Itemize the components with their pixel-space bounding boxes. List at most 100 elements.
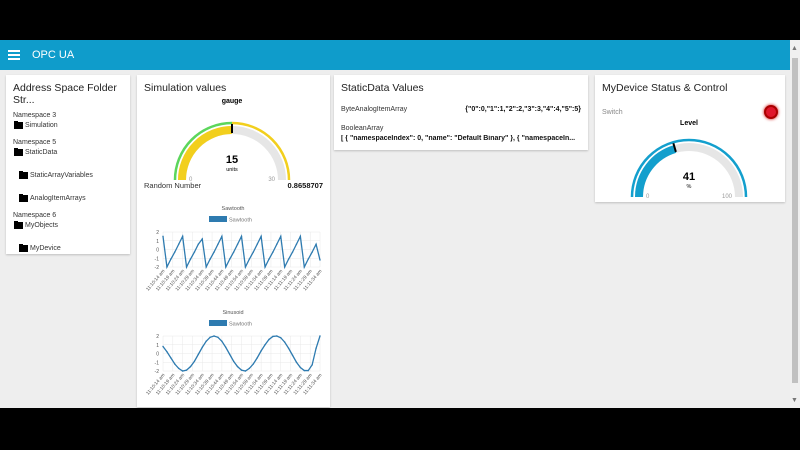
gauge-sector bbox=[173, 121, 233, 181]
card-title: Simulation values bbox=[144, 82, 227, 94]
gauge-min: 0 bbox=[189, 177, 193, 183]
legend-swatch bbox=[209, 320, 227, 326]
legend-swatch bbox=[209, 216, 227, 222]
switch-led-button[interactable] bbox=[764, 105, 778, 119]
y-tick-label: 2 bbox=[156, 334, 159, 340]
folder-item[interactable]: MyDevice bbox=[19, 243, 130, 252]
data-point bbox=[307, 369, 309, 372]
data-point bbox=[185, 369, 188, 371]
data-point bbox=[303, 369, 305, 372]
data-point bbox=[244, 266, 247, 268]
data-point bbox=[303, 266, 305, 268]
byte-array-label: ByteAnalogItemArray bbox=[341, 106, 408, 113]
data-point bbox=[229, 353, 231, 356]
scroll-down-icon[interactable]: ▼ bbox=[791, 397, 798, 404]
gauge-max: 100 bbox=[722, 194, 733, 200]
scroll-thumb[interactable] bbox=[792, 58, 798, 383]
gauge-label: Level bbox=[680, 120, 698, 127]
data-point bbox=[244, 370, 247, 372]
data-point bbox=[272, 335, 274, 338]
data-point bbox=[276, 335, 278, 337]
data-point bbox=[252, 251, 254, 253]
data-point bbox=[193, 360, 196, 363]
namespace-label: Namespace 3 bbox=[13, 112, 57, 119]
data-point bbox=[217, 336, 219, 339]
y-tick-label: -2 bbox=[155, 265, 160, 271]
folder-label: StaticArrayVariables bbox=[30, 172, 93, 179]
data-point bbox=[319, 335, 321, 337]
data-point bbox=[178, 367, 180, 370]
gauge-sector bbox=[231, 121, 291, 181]
data-point bbox=[162, 235, 164, 238]
legend-label: Sawtooth bbox=[229, 218, 252, 224]
data-point bbox=[236, 365, 239, 368]
data-point bbox=[166, 351, 168, 353]
data-point bbox=[225, 346, 227, 349]
folder-item[interactable]: AnalogItemArrays bbox=[19, 193, 130, 202]
data-point bbox=[299, 235, 302, 238]
data-point bbox=[181, 235, 184, 238]
device-card: MyDevice Status & Control Switch Level 41… bbox=[595, 75, 785, 202]
namespace-label: Namespace 5 bbox=[13, 139, 57, 146]
scroll-up-icon[interactable]: ▲ bbox=[791, 45, 798, 52]
gauge-label: gauge bbox=[222, 98, 243, 105]
data-point bbox=[319, 259, 321, 261]
y-tick-label: 1 bbox=[156, 239, 159, 245]
data-point bbox=[181, 370, 184, 372]
data-point bbox=[280, 235, 282, 238]
folder-icon bbox=[19, 243, 28, 252]
data-point bbox=[205, 340, 207, 342]
folder-item[interactable]: MyObjects bbox=[14, 220, 130, 229]
data-point bbox=[240, 235, 243, 238]
folder-label: MyObjects bbox=[25, 222, 59, 229]
data-point bbox=[264, 344, 266, 346]
data-point bbox=[291, 354, 294, 356]
data-point bbox=[256, 357, 258, 359]
data-point bbox=[232, 360, 235, 363]
folder-item[interactable]: StaticData bbox=[14, 147, 130, 156]
data-point bbox=[283, 341, 286, 343]
data-point bbox=[299, 366, 302, 369]
chart-title: Sinusoid bbox=[222, 310, 243, 316]
data-point bbox=[178, 243, 180, 245]
data-point bbox=[201, 238, 203, 240]
hamburger-menu-icon[interactable] bbox=[8, 48, 20, 62]
data-point bbox=[315, 347, 317, 349]
folder-label: MyDevice bbox=[30, 245, 61, 252]
boolean-array-label: BooleanArray bbox=[341, 125, 384, 132]
data-point bbox=[260, 235, 262, 238]
folder-item[interactable]: Simulation bbox=[14, 120, 130, 129]
data-point bbox=[283, 266, 286, 268]
static-data-card: StaticData Values ByteAnalogItemArray {"… bbox=[334, 75, 588, 150]
gauge-min: 0 bbox=[646, 194, 650, 200]
data-point bbox=[189, 365, 192, 368]
y-tick-label: -1 bbox=[155, 256, 160, 262]
data-point bbox=[205, 266, 207, 268]
gauge-value: 41 bbox=[683, 171, 695, 183]
data-point bbox=[311, 364, 313, 366]
data-point bbox=[260, 350, 262, 352]
y-tick-label: 0 bbox=[156, 248, 159, 254]
data-point bbox=[229, 258, 231, 260]
folder-icon bbox=[19, 170, 28, 179]
gauge-needle bbox=[672, 142, 677, 153]
scrollbar[interactable]: ▲ ▼ bbox=[790, 40, 800, 408]
card-title: StaticData Values bbox=[341, 82, 424, 94]
simulation-card: Simulation values gauge 15 units 0 30 Random… bbox=[137, 75, 330, 407]
address-space-card: Address Space Folder Str... Namespace 3 S… bbox=[6, 75, 130, 254]
folder-label: Simulation bbox=[25, 122, 58, 129]
data-point bbox=[280, 337, 282, 339]
data-point bbox=[213, 335, 215, 337]
chart-title: Sawtooth bbox=[222, 206, 245, 212]
data-point bbox=[162, 345, 164, 348]
data-point bbox=[264, 266, 266, 268]
y-tick-label: 0 bbox=[156, 352, 159, 358]
data-point bbox=[225, 266, 227, 268]
folder-item[interactable]: StaticArrayVariables bbox=[19, 170, 130, 179]
data-point bbox=[236, 243, 239, 245]
boolean-array-value: [ { "namespaceIndex": 0, "name": "Defaul… bbox=[341, 135, 576, 142]
folder-icon bbox=[14, 120, 23, 129]
data-point bbox=[221, 235, 223, 238]
gauge-sector bbox=[630, 138, 690, 198]
